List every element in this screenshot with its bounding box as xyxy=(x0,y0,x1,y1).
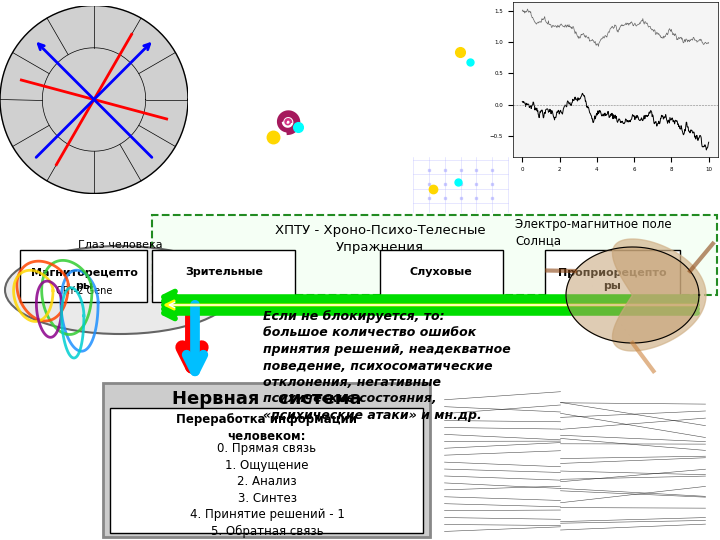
Text: Проприорецепто
ры: Проприорецепто ры xyxy=(558,268,666,291)
FancyBboxPatch shape xyxy=(103,383,430,537)
Polygon shape xyxy=(566,247,699,343)
FancyBboxPatch shape xyxy=(380,250,503,302)
FancyBboxPatch shape xyxy=(20,250,147,302)
Text: Слуховые: Слуховые xyxy=(410,267,472,277)
Text: ХПТУ - Хроно-Психо-Телесные
Упражнения: ХПТУ - Хроно-Психо-Телесные Упражнения xyxy=(275,224,485,253)
FancyBboxPatch shape xyxy=(152,215,717,295)
Text: Если не блокируется, то:
большое количество ошибок
принятия решений, неадекватно: Если не блокируется, то: большое количес… xyxy=(263,310,510,422)
Text: Переработка информации
человеком:: Переработка информации человеком: xyxy=(176,413,358,442)
Text: Глаз человека: Глаз человека xyxy=(78,240,162,250)
Text: Электро-магнитное поле
Солнца: Электро-магнитное поле Солнца xyxy=(515,218,672,247)
FancyBboxPatch shape xyxy=(545,250,680,302)
Text: CRY-2 Gene: CRY-2 Gene xyxy=(56,286,112,296)
Text: Нервная   система: Нервная система xyxy=(172,390,361,408)
Text: 151: 151 xyxy=(271,6,341,39)
Text: Магниторецепто
ры: Магниторецепто ры xyxy=(30,268,138,291)
Ellipse shape xyxy=(5,246,235,334)
Polygon shape xyxy=(613,239,706,351)
Text: Зрительные: Зрительные xyxy=(185,267,263,277)
FancyBboxPatch shape xyxy=(110,408,423,533)
Text: 0. Прямая связь
1. Ощущение
2. Анализ
3. Синтез
4. Принятие решений - 1
5. Обрат: 0. Прямая связь 1. Ощущение 2. Анализ 3.… xyxy=(189,442,344,540)
FancyBboxPatch shape xyxy=(152,250,295,302)
Polygon shape xyxy=(0,5,188,193)
